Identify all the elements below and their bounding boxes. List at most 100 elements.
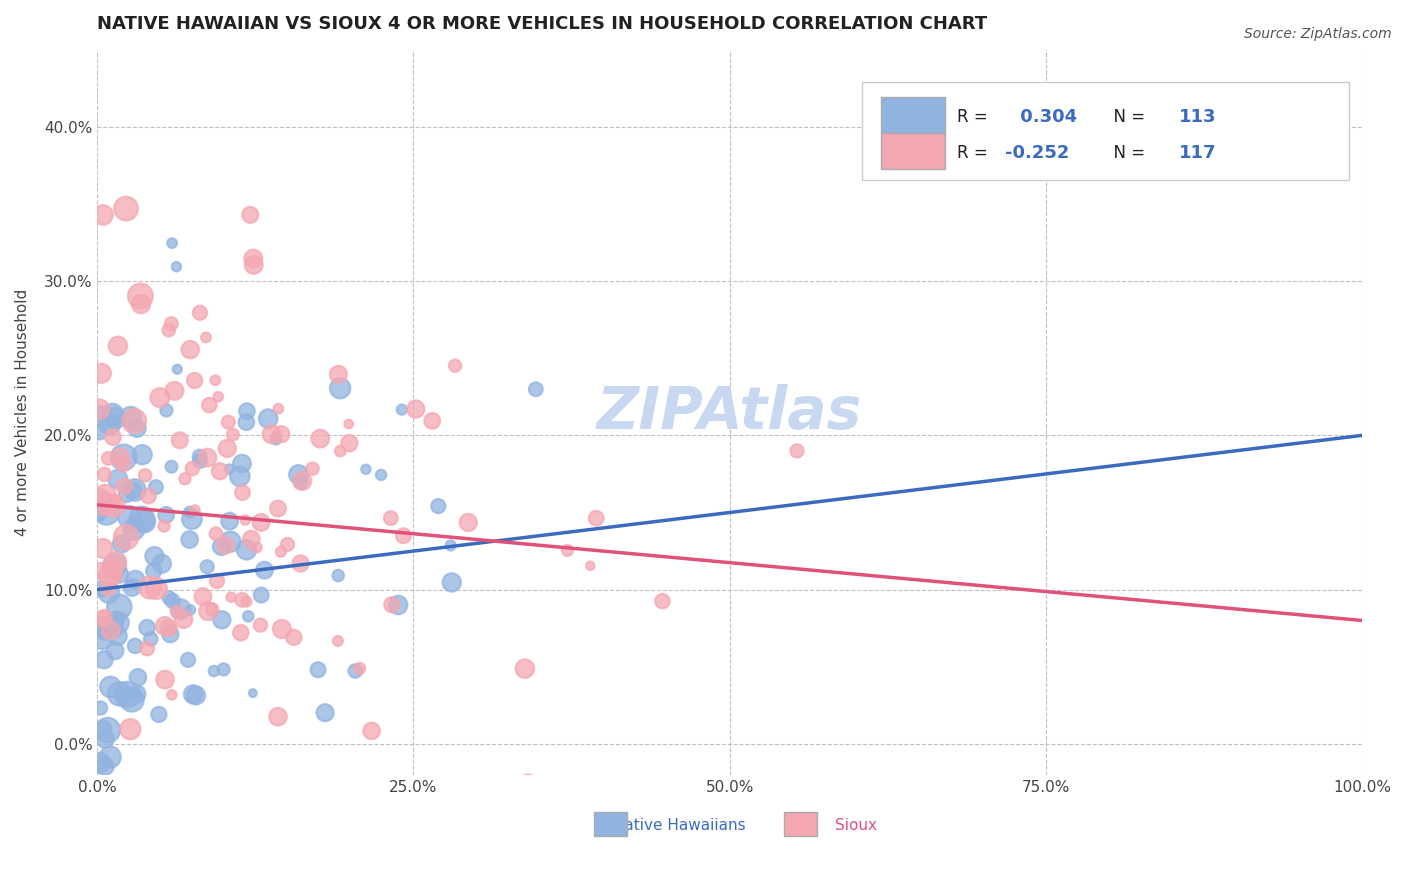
Text: N =: N = xyxy=(1102,145,1150,162)
Point xyxy=(97,451,120,466)
Point xyxy=(267,709,290,723)
Point xyxy=(212,662,235,676)
Point xyxy=(122,522,145,536)
Text: Source: ZipAtlas.com: Source: ZipAtlas.com xyxy=(1244,27,1392,41)
Point xyxy=(160,236,183,251)
Point xyxy=(98,569,121,583)
Point xyxy=(138,489,160,503)
Point xyxy=(242,258,264,272)
Point xyxy=(121,581,143,595)
Point xyxy=(100,624,122,638)
Point xyxy=(179,505,201,519)
Point xyxy=(287,467,309,482)
Point xyxy=(97,723,120,738)
Point xyxy=(233,513,256,527)
Point xyxy=(94,731,117,746)
Point xyxy=(153,519,176,533)
Point xyxy=(218,462,240,476)
Point xyxy=(211,613,233,627)
Point xyxy=(188,454,211,468)
Point xyxy=(104,644,127,658)
Point xyxy=(229,625,252,640)
Point xyxy=(217,415,239,429)
Point xyxy=(117,688,139,702)
Point xyxy=(112,457,135,471)
Point xyxy=(180,512,202,526)
Point xyxy=(267,401,290,416)
Point xyxy=(139,581,162,595)
Point xyxy=(337,417,360,431)
Point xyxy=(214,538,236,552)
Point xyxy=(160,459,183,474)
Point xyxy=(91,582,114,596)
FancyBboxPatch shape xyxy=(595,813,627,836)
Point xyxy=(181,461,204,475)
Point xyxy=(125,687,148,701)
Point xyxy=(277,537,299,551)
Point xyxy=(136,641,159,656)
Point xyxy=(242,252,264,266)
Point xyxy=(219,590,242,604)
FancyBboxPatch shape xyxy=(785,813,817,836)
Text: 113: 113 xyxy=(1178,108,1216,127)
Point xyxy=(301,461,323,475)
Point xyxy=(90,630,112,644)
Point xyxy=(166,605,188,619)
FancyBboxPatch shape xyxy=(862,82,1350,180)
Point xyxy=(218,514,240,528)
Text: Sioux: Sioux xyxy=(835,818,877,833)
Point xyxy=(349,661,371,675)
Point xyxy=(169,602,191,616)
Point xyxy=(328,368,350,382)
Point xyxy=(96,505,118,519)
Point xyxy=(337,436,360,450)
Point xyxy=(115,202,138,216)
Point xyxy=(155,403,177,417)
Point xyxy=(139,632,162,646)
Point xyxy=(328,568,350,582)
Point xyxy=(264,432,287,446)
Point xyxy=(585,511,607,525)
Point xyxy=(307,663,329,677)
Point xyxy=(162,594,184,608)
Point xyxy=(131,512,153,526)
Point xyxy=(314,706,336,720)
Point xyxy=(205,574,228,588)
Point xyxy=(94,488,117,502)
Point xyxy=(125,421,148,435)
Point xyxy=(290,557,312,571)
Point xyxy=(188,450,211,464)
Point xyxy=(134,515,156,529)
Point xyxy=(120,410,142,425)
Point xyxy=(235,542,257,557)
Point xyxy=(91,612,114,626)
Point xyxy=(391,402,413,417)
Point xyxy=(108,450,131,465)
Text: NATIVE HAWAIIAN VS SIOUX 4 OR MORE VEHICLES IN HOUSEHOLD CORRELATION CHART: NATIVE HAWAIIAN VS SIOUX 4 OR MORE VEHIC… xyxy=(97,15,987,33)
Point xyxy=(517,775,540,789)
Point xyxy=(183,374,205,388)
Point xyxy=(101,430,124,444)
Point xyxy=(105,612,128,626)
Point xyxy=(201,602,224,616)
Point xyxy=(179,533,201,547)
Point xyxy=(231,592,253,607)
Point xyxy=(786,443,808,458)
Point xyxy=(101,408,124,422)
Point xyxy=(440,575,463,590)
Point xyxy=(329,381,352,395)
Point xyxy=(115,488,138,502)
Point xyxy=(104,555,127,569)
Point xyxy=(329,444,352,458)
Point xyxy=(89,701,111,715)
Point xyxy=(118,510,141,524)
Point xyxy=(110,537,132,551)
Point xyxy=(245,541,267,555)
Point xyxy=(131,448,153,462)
Point xyxy=(94,759,117,773)
Point xyxy=(174,472,197,486)
Point xyxy=(90,366,112,380)
Point xyxy=(184,689,207,703)
Point xyxy=(240,533,263,547)
Point xyxy=(257,411,280,425)
